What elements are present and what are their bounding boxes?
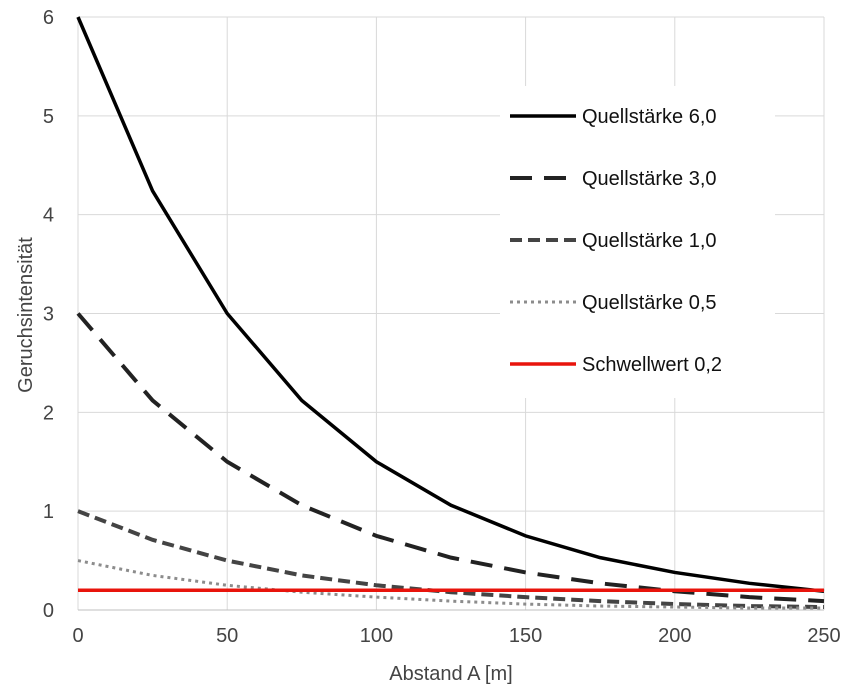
tick-labels: 0 50 100 150 200 250 0 1 2 3 4 5 6 [43, 7, 841, 647]
legend-background [500, 86, 775, 398]
x-tick-label: 0 [72, 625, 83, 647]
series-lines [76, 16, 825, 610]
series-line-2 [76, 312, 825, 604]
series-line-3 [77, 509, 825, 610]
y-tick-label: 2 [43, 402, 54, 424]
legend-label-1: Quellstärke 6,0 [582, 106, 717, 128]
series-line-4 [77, 559, 824, 610]
legend-label-2: Quellstärke 3,0 [582, 168, 717, 190]
legend-label-5: Schwellwert 0,2 [582, 354, 722, 376]
y-tick-label: 4 [43, 205, 54, 227]
y-tick-label: 3 [43, 304, 54, 326]
y-tick-label: 0 [43, 600, 54, 622]
x-axis-title: Abstand A [m] [389, 663, 512, 685]
legend-label-4: Quellstärke 0,5 [582, 292, 717, 314]
y-tick-label: 5 [43, 106, 54, 128]
legend: Quellstärke 6,0 Quellstärke 3,0 Quellstärk… [510, 106, 722, 376]
x-tick-label: 250 [807, 625, 840, 647]
x-tick-label: 50 [216, 625, 238, 647]
y-tick-label: 1 [43, 501, 54, 523]
legend-label-3: Quellstärke 1,0 [582, 230, 717, 252]
series-line-1 [76, 16, 825, 593]
y-tick-label: 6 [43, 7, 54, 29]
x-tick-label: 150 [509, 625, 542, 647]
x-tick-label: 200 [658, 625, 691, 647]
x-tick-label: 100 [360, 625, 393, 647]
y-axis-title: Geruchsintensität [15, 237, 37, 393]
